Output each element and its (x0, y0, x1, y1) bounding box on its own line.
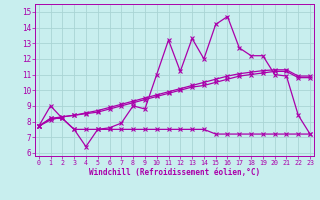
X-axis label: Windchill (Refroidissement éolien,°C): Windchill (Refroidissement éolien,°C) (89, 168, 260, 177)
